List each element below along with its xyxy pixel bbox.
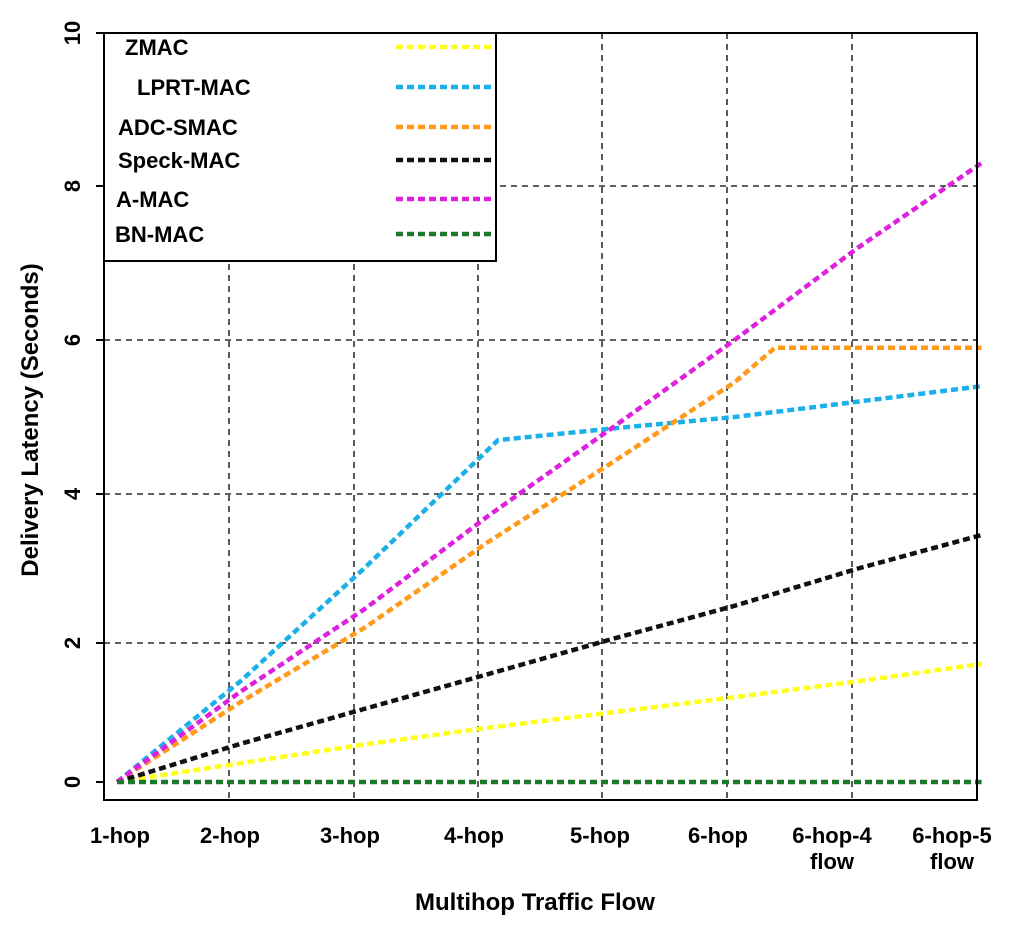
y-tick-label: 6 (60, 334, 85, 346)
x-tick-label: 3-hop (320, 823, 380, 848)
y-axis-ticks: 0 2 4 6 8 10 (60, 21, 104, 788)
x-tick-label: 1-hop (90, 823, 150, 848)
x-tick-label: 4-hop (444, 823, 504, 848)
x-tick-label: 6-hop (688, 823, 748, 848)
y-tick-label: 0 (60, 776, 85, 788)
x-axis-label: Multihop Traffic Flow (415, 889, 655, 916)
legend-label: Speck-MAC (118, 148, 240, 173)
legend-label: BN-MAC (115, 222, 204, 247)
y-tick-label: 8 (60, 180, 85, 192)
legend-label: LPRT-MAC (137, 75, 251, 100)
y-tick-label: 4 (60, 487, 85, 500)
legend-label: ZMAC (125, 35, 189, 60)
x-tick-label: 2-hop (200, 823, 260, 848)
legend-box (103, 32, 497, 262)
series-line-speck-mac (116, 532, 983, 785)
legend-label: A-MAC (116, 187, 189, 212)
plot-frame (103, 32, 978, 801)
y-tick-label: 2 (60, 637, 85, 649)
x-tick-label: 6-hop-4 flow (792, 823, 872, 874)
x-axis-ticks: 1-hop 2-hop 3-hop 4-hop 5-hop 6-hop 6-hop-4 flo… (90, 823, 992, 874)
legend: ZMAC LPRT-MAC ADC-SMAC Speck-MAC A-MAC BN-MAC (103, 32, 497, 262)
x-tick-label: 6-hop-5 flow (912, 823, 991, 874)
series-line-zmac (116, 661, 982, 785)
y-tick-label: 10 (60, 21, 85, 45)
y-axis-label: Delivery Latency (Seconds) (17, 263, 44, 576)
series-lines (115, 161, 983, 785)
legend-label: ADC-SMAC (118, 115, 238, 140)
x-tick-label: 5-hop (570, 823, 630, 848)
series-line-a-mac (115, 161, 983, 784)
series-line-adc-smac (115, 345, 982, 784)
series-line-lprt-mac (115, 383, 982, 784)
